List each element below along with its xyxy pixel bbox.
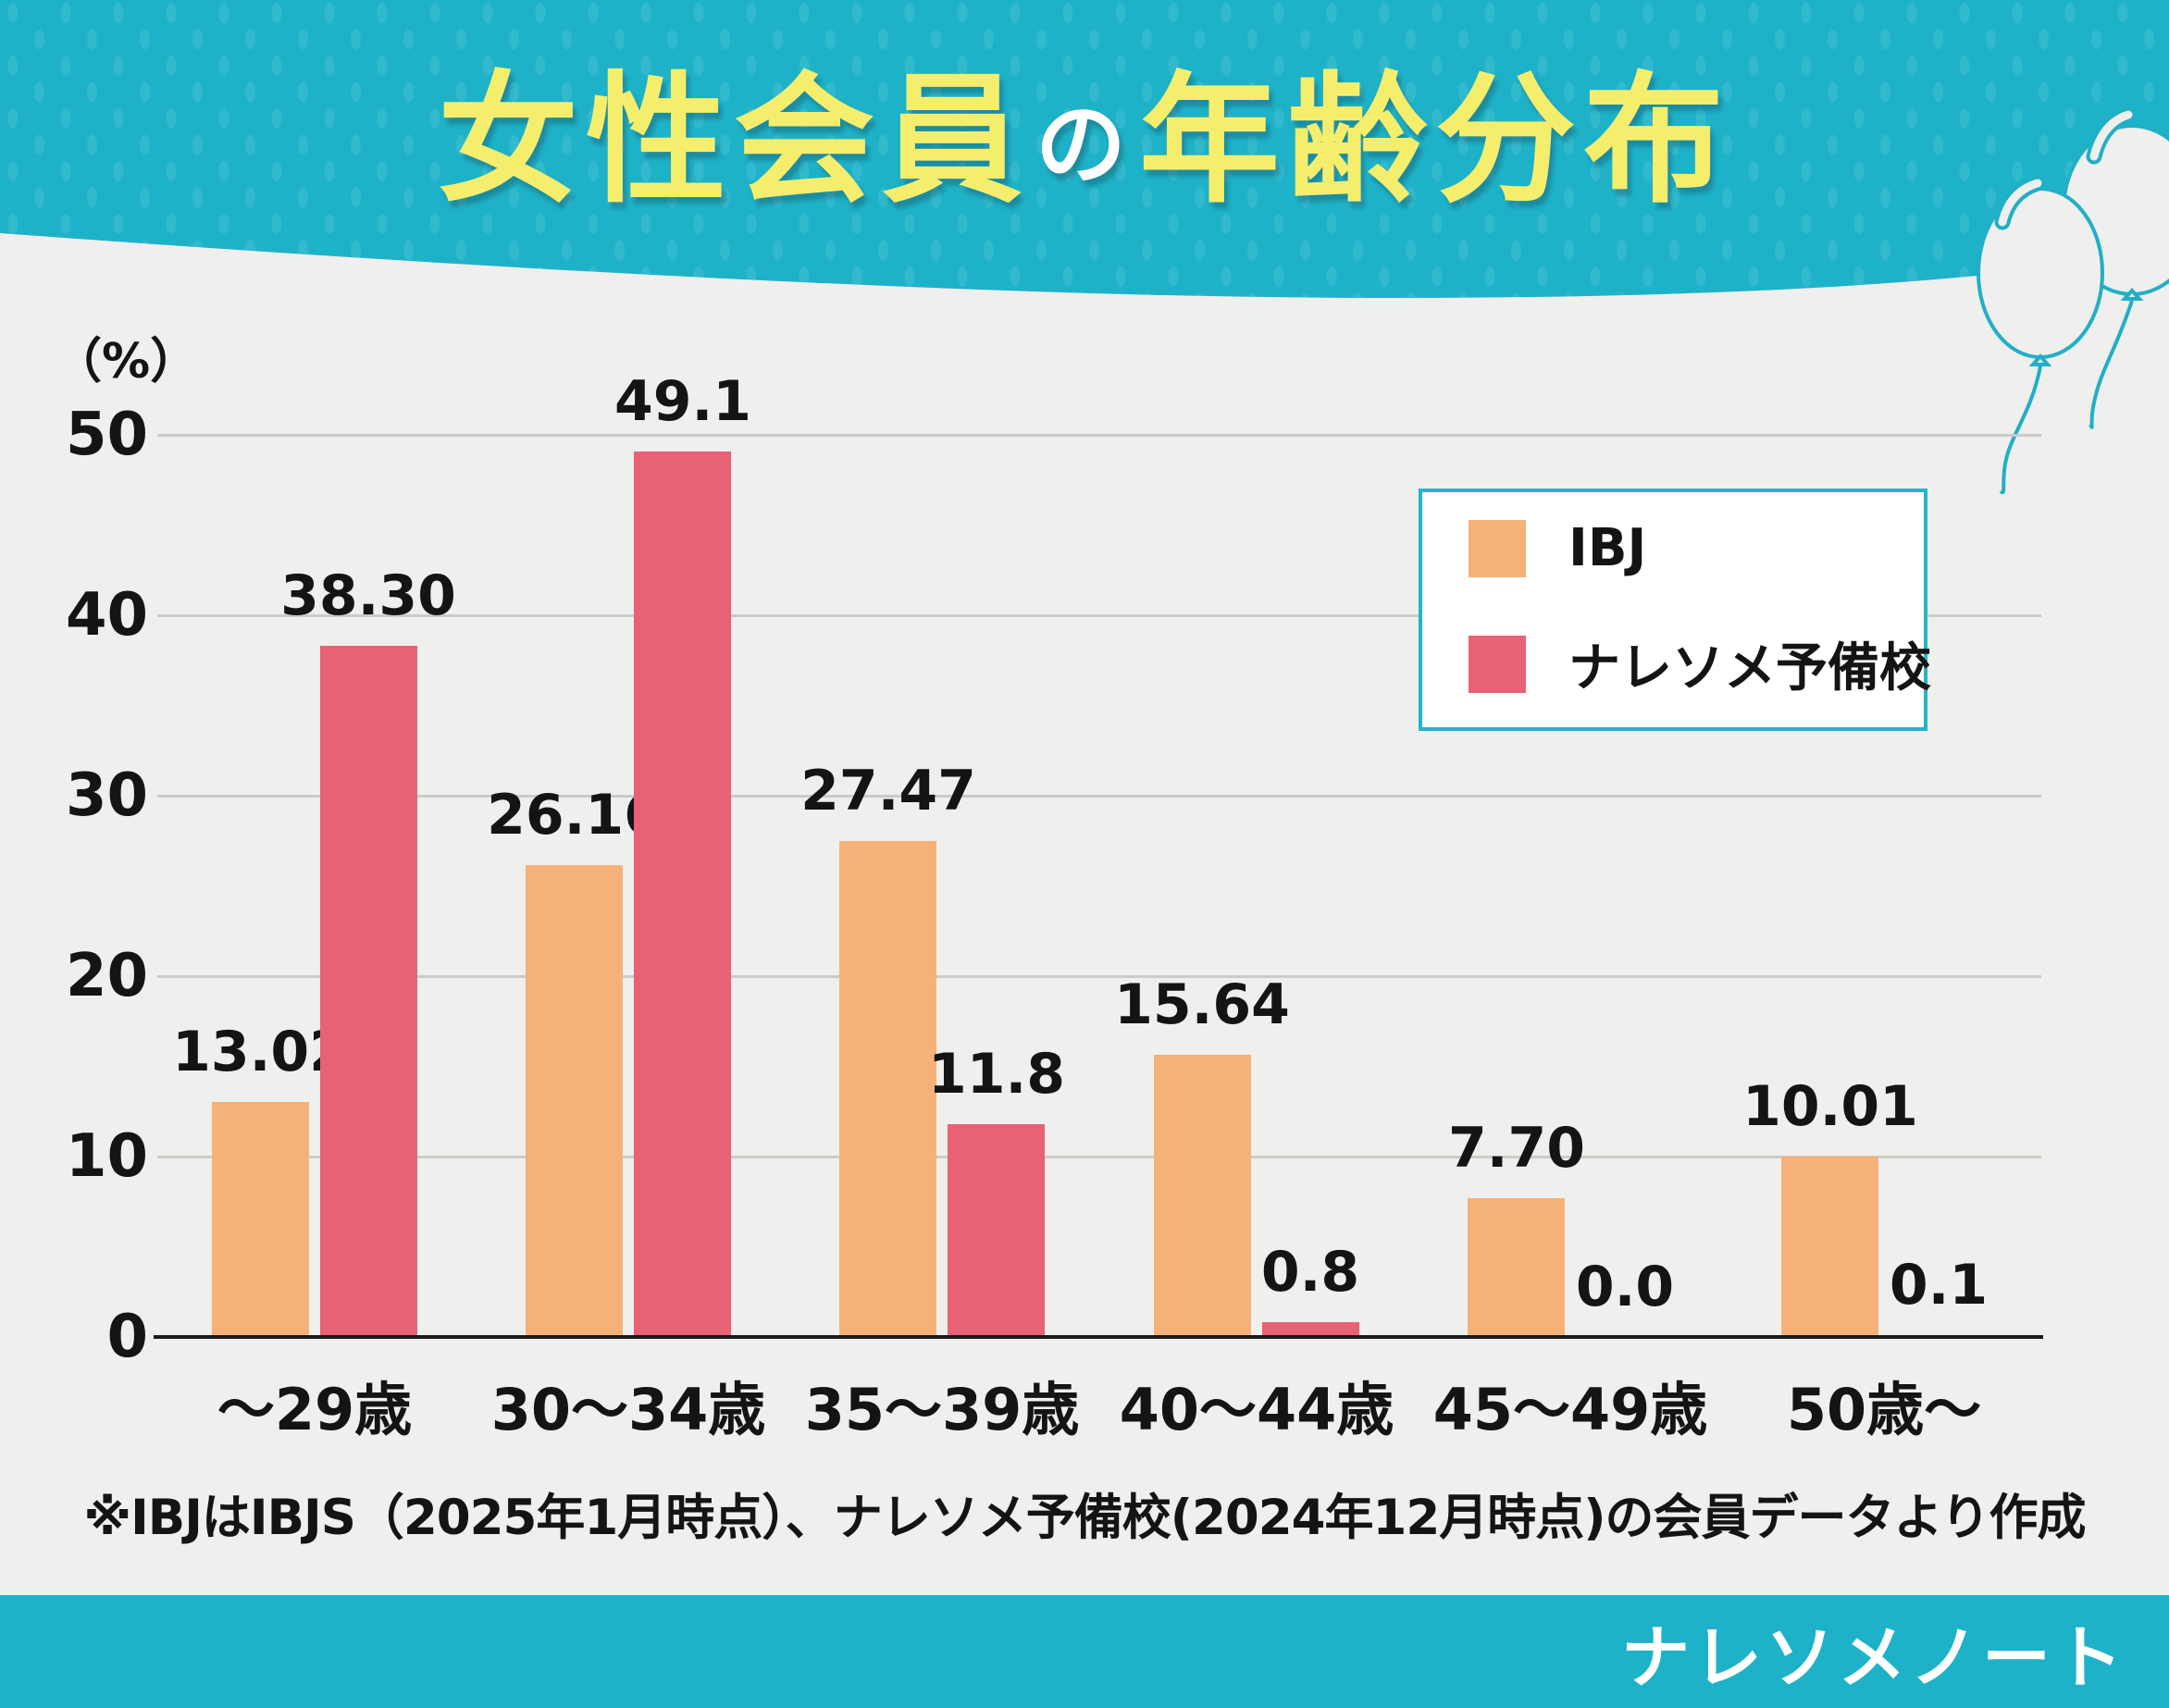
value-label-ibj-2: 27.47	[800, 759, 976, 823]
title-particle: の	[1035, 93, 1134, 198]
value-label-ibj-1: 26.16	[487, 783, 663, 848]
y-tick-50: 50	[65, 401, 148, 469]
category-label-1: 30～34歳	[490, 1376, 766, 1443]
y-tick-20: 20	[65, 942, 148, 1010]
brand-logo: ナレソメノート	[1621, 1617, 2126, 1698]
bar-naresome-1	[634, 452, 731, 1337]
legend-item-ibj: IBJ	[1469, 518, 1924, 578]
bar-naresome-3	[1262, 1322, 1359, 1337]
page-title: 女性会員の年齢分布	[0, 26, 2169, 229]
gridline-40	[157, 614, 2041, 617]
bar-ibj-2	[839, 841, 936, 1337]
value-label-naresome-4: 0.0	[1575, 1255, 1675, 1319]
value-label-naresome-3: 0.8	[1260, 1240, 1360, 1305]
legend-swatch-ibj	[1469, 519, 1526, 577]
value-label-ibj-0: 13.02	[172, 1020, 348, 1084]
bar-ibj-3	[1154, 1055, 1251, 1337]
bar-naresome-2	[948, 1124, 1045, 1337]
gridline-50	[157, 434, 2041, 437]
value-label-ibj-4: 7.70	[1447, 1116, 1586, 1181]
footer-bar: ナレソメノート	[0, 1595, 2169, 1708]
y-axis-unit-label: （%）	[54, 334, 199, 390]
balloons-icon	[1977, 106, 2169, 495]
gridline-10	[157, 1156, 2041, 1158]
value-label-naresome-5: 0.1	[1889, 1253, 1989, 1318]
title-part-2: 年齢分布	[1139, 58, 1731, 222]
value-label-ibj-5: 10.01	[1742, 1074, 1918, 1139]
value-label-naresome-1: 49.1	[614, 369, 752, 434]
legend: IBJ ナレソメ予備校	[1419, 489, 1931, 731]
value-label-ibj-3: 15.64	[1114, 972, 1290, 1037]
category-label-5: 50歳～	[1786, 1376, 1982, 1443]
bar-ibj-5	[1781, 1157, 1878, 1337]
legend-swatch-naresome	[1469, 635, 1526, 693]
bar-ibj-0	[212, 1102, 309, 1337]
category-label-4: 45～49歳	[1432, 1376, 1708, 1443]
x-axis-line	[154, 1335, 2043, 1339]
bar-ibj-1	[526, 865, 623, 1337]
legend-label-ibj: IBJ	[1568, 518, 1647, 578]
gridline-30	[157, 795, 2041, 798]
y-tick-0: 0	[106, 1303, 148, 1371]
footnote: ※IBJはIBJS（2025年1月時点）、ナレソメ予備校(2024年12月時点)…	[83, 1490, 2087, 1546]
category-label-3: 40～44歳	[1119, 1376, 1394, 1443]
y-tick-40: 40	[65, 581, 148, 650]
bar-naresome-0	[320, 646, 417, 1337]
category-label-2: 35～39歳	[804, 1376, 1080, 1443]
category-label-0: ～29歳	[217, 1376, 413, 1443]
legend-label-naresome: ナレソメ予備校	[1568, 638, 1931, 699]
legend-item-naresome: ナレソメ予備校	[1469, 626, 1931, 701]
y-tick-30: 30	[65, 761, 148, 830]
value-label-naresome-2: 11.8	[927, 1042, 1066, 1107]
value-label-naresome-0: 38.30	[280, 563, 456, 628]
gridline-20	[157, 975, 2041, 978]
title-part-1: 女性会員	[437, 58, 1030, 222]
y-tick-10: 10	[65, 1122, 148, 1191]
bar-ibj-4	[1468, 1198, 1565, 1337]
header-background	[0, 0, 2169, 298]
